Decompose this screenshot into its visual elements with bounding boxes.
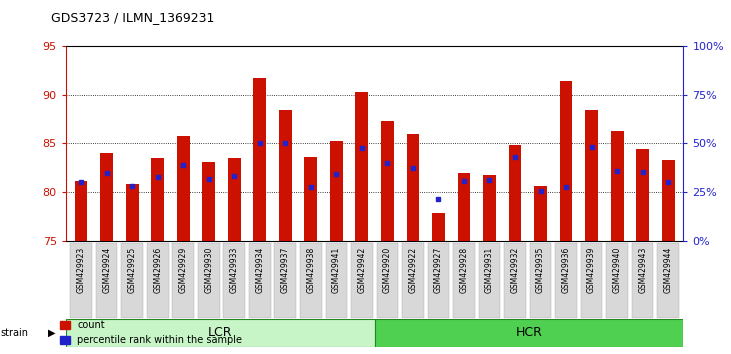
Bar xyxy=(381,121,394,241)
Text: GSM429932: GSM429932 xyxy=(510,247,520,293)
Text: GSM429922: GSM429922 xyxy=(409,247,417,293)
Bar xyxy=(75,181,88,241)
Text: strain: strain xyxy=(0,328,28,338)
FancyBboxPatch shape xyxy=(147,243,169,318)
Text: GSM429929: GSM429929 xyxy=(178,247,188,293)
Bar xyxy=(636,149,649,241)
Text: GSM429937: GSM429937 xyxy=(281,247,289,293)
FancyBboxPatch shape xyxy=(504,243,526,318)
Bar xyxy=(254,78,266,241)
FancyBboxPatch shape xyxy=(556,243,577,318)
FancyBboxPatch shape xyxy=(249,243,270,318)
Bar xyxy=(355,92,368,241)
FancyBboxPatch shape xyxy=(580,243,602,318)
Text: GSM429941: GSM429941 xyxy=(332,247,341,293)
Text: GSM429934: GSM429934 xyxy=(255,247,265,293)
Text: GSM429933: GSM429933 xyxy=(230,247,239,293)
Bar xyxy=(279,110,292,241)
Text: GSM429927: GSM429927 xyxy=(434,247,443,293)
Bar xyxy=(202,162,215,241)
Text: GSM429935: GSM429935 xyxy=(536,247,545,293)
FancyBboxPatch shape xyxy=(325,243,347,318)
Bar xyxy=(610,131,624,241)
FancyBboxPatch shape xyxy=(479,243,500,318)
FancyBboxPatch shape xyxy=(402,243,424,318)
Bar xyxy=(432,213,445,241)
FancyBboxPatch shape xyxy=(606,243,628,318)
FancyBboxPatch shape xyxy=(632,243,654,318)
Text: GSM429925: GSM429925 xyxy=(128,247,137,293)
Legend: count, percentile rank within the sample: count, percentile rank within the sample xyxy=(56,316,246,349)
FancyBboxPatch shape xyxy=(376,243,398,318)
Bar xyxy=(177,136,189,241)
Bar xyxy=(126,184,139,241)
Bar xyxy=(662,160,675,241)
FancyBboxPatch shape xyxy=(428,243,450,318)
FancyBboxPatch shape xyxy=(96,243,118,318)
Text: GSM429939: GSM429939 xyxy=(587,247,596,293)
Text: GSM429923: GSM429923 xyxy=(77,247,86,293)
Text: GSM429940: GSM429940 xyxy=(613,247,621,293)
Bar xyxy=(406,134,420,241)
Bar xyxy=(100,153,113,241)
Bar xyxy=(151,158,164,241)
Bar xyxy=(560,81,572,241)
Bar xyxy=(509,145,521,241)
FancyBboxPatch shape xyxy=(198,243,219,318)
Bar xyxy=(228,158,240,241)
FancyBboxPatch shape xyxy=(121,243,143,318)
FancyBboxPatch shape xyxy=(530,243,551,318)
FancyBboxPatch shape xyxy=(300,243,322,318)
Text: GDS3723 / ILMN_1369231: GDS3723 / ILMN_1369231 xyxy=(51,11,214,24)
Text: GSM429943: GSM429943 xyxy=(638,247,647,293)
Text: GSM429920: GSM429920 xyxy=(383,247,392,293)
Bar xyxy=(458,173,470,241)
Bar xyxy=(375,319,683,347)
Text: GSM429928: GSM429928 xyxy=(460,247,469,293)
FancyBboxPatch shape xyxy=(657,243,679,318)
Text: ▶: ▶ xyxy=(48,328,55,338)
Text: HCR: HCR xyxy=(515,326,542,339)
FancyBboxPatch shape xyxy=(453,243,475,318)
Text: GSM429931: GSM429931 xyxy=(485,247,494,293)
Text: GSM429944: GSM429944 xyxy=(664,247,673,293)
Bar xyxy=(534,186,547,241)
Text: GSM429930: GSM429930 xyxy=(204,247,213,293)
Bar xyxy=(304,157,317,241)
Text: GSM429924: GSM429924 xyxy=(102,247,111,293)
Bar xyxy=(330,141,343,241)
FancyBboxPatch shape xyxy=(351,243,373,318)
FancyBboxPatch shape xyxy=(274,243,296,318)
FancyBboxPatch shape xyxy=(224,243,245,318)
Text: GSM429936: GSM429936 xyxy=(561,247,571,293)
Text: GSM429938: GSM429938 xyxy=(306,247,315,293)
Text: GSM429926: GSM429926 xyxy=(154,247,162,293)
FancyBboxPatch shape xyxy=(173,243,194,318)
Text: GSM429942: GSM429942 xyxy=(357,247,366,293)
Text: LCR: LCR xyxy=(208,326,232,339)
Bar xyxy=(586,110,598,241)
FancyBboxPatch shape xyxy=(70,243,92,318)
Bar xyxy=(66,319,375,347)
Bar xyxy=(483,176,496,241)
